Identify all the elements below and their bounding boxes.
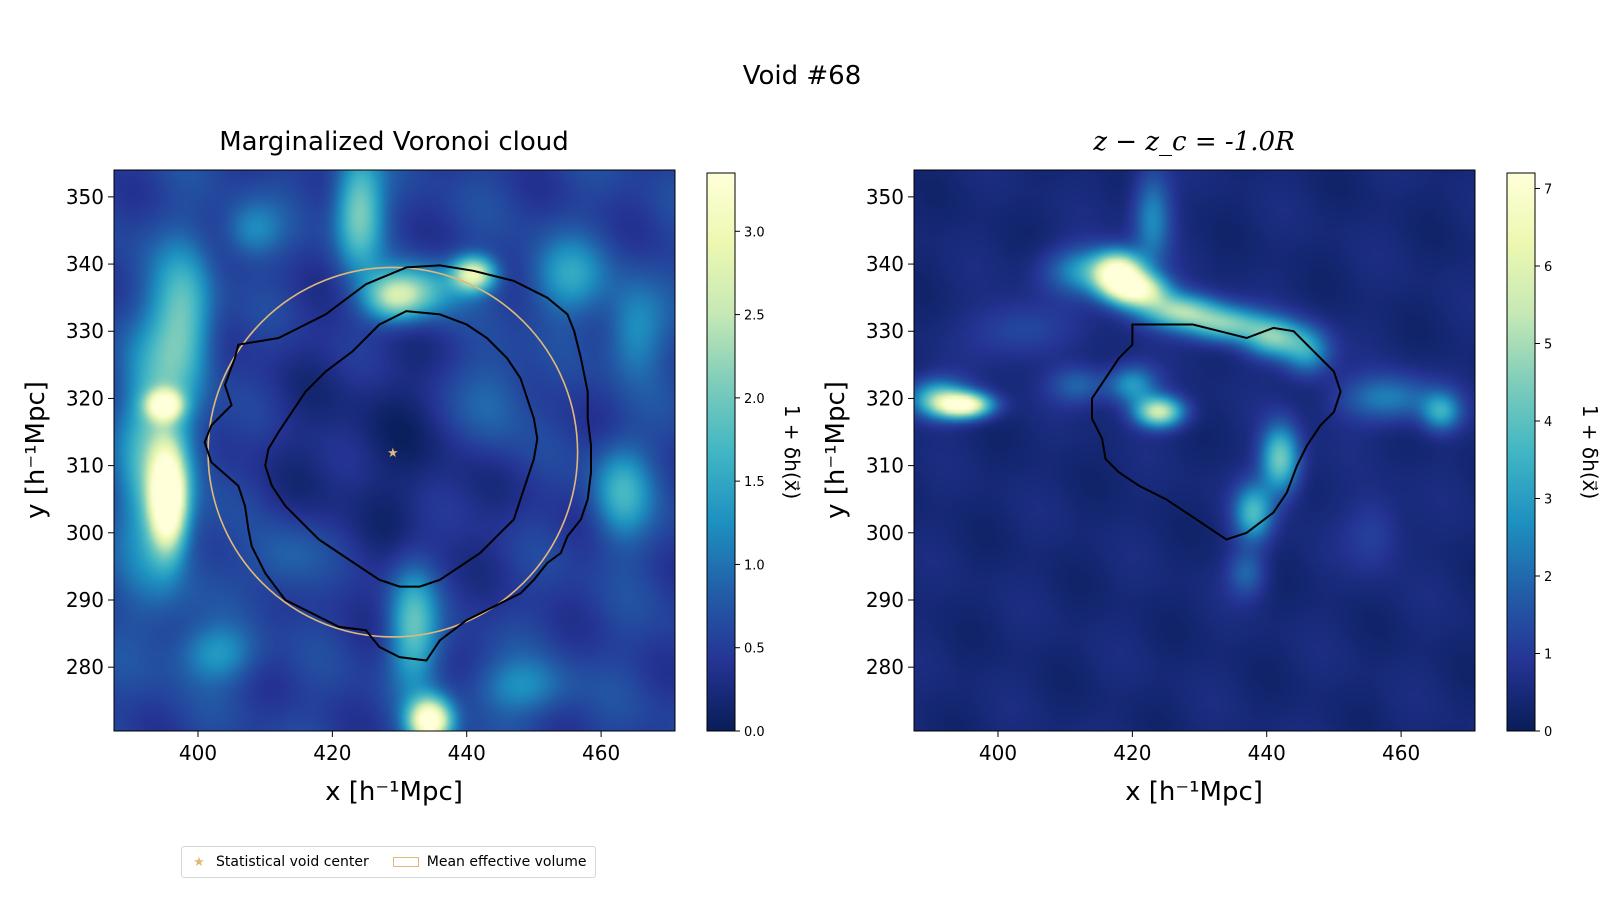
y-tick-label: 290 <box>66 588 104 612</box>
x-tick-label: 420 <box>313 741 351 765</box>
colorbar-tick-label: 0.0 <box>744 725 765 740</box>
plot-frame-1 <box>913 169 1476 732</box>
colorbar-tick-label: 2.5 <box>744 309 765 324</box>
colorbar-tick-label: 4 <box>1544 415 1552 430</box>
colorbar-tick-label: 6 <box>1544 260 1552 275</box>
legend-label-effective-volume: Mean effective volume <box>426 854 587 870</box>
colorbar-tick-label: 1 <box>1544 648 1552 663</box>
colorbar-tick-label: 5 <box>1544 338 1552 353</box>
y-tick-label: 330 <box>66 319 104 343</box>
colorbar-tick-label: 1.5 <box>744 475 765 490</box>
y-tick-label: 350 <box>66 185 104 209</box>
y-tick-label: 310 <box>66 454 104 478</box>
x-tick-label: 400 <box>179 741 217 765</box>
legend-item-effective-volume: Mean effective volume <box>387 854 587 870</box>
colorbar-1 <box>1506 172 1536 732</box>
y-tick-label: 340 <box>866 252 904 276</box>
colorbar-0 <box>706 172 736 732</box>
legend-item-void-center: ★ Statistical void center <box>188 854 369 870</box>
y-tick-label: 280 <box>66 655 104 679</box>
void-inner-contour <box>264 310 539 588</box>
y-tick-label: 290 <box>866 588 904 612</box>
colorbar-tick-label: 3.0 <box>744 225 765 240</box>
void-slice-contour <box>1091 323 1342 541</box>
y-tick-label: 310 <box>866 454 904 478</box>
x-tick-label: 420 <box>1113 741 1151 765</box>
y-tick-label: 300 <box>66 521 104 545</box>
panel-title-1: z − z_c = -1.0R <box>1092 127 1294 157</box>
x-axis-label-1: x [h⁻¹Mpc] <box>1125 777 1263 807</box>
star-icon: ★ <box>193 854 205 870</box>
void-outer-contour <box>203 264 592 662</box>
y-tick-label: 330 <box>866 319 904 343</box>
colorbar-tick-label: 0 <box>1544 725 1552 740</box>
colorbar-label-1: 1 + δh(x⃗) <box>1578 405 1600 500</box>
y-tick-label: 320 <box>866 386 904 410</box>
y-tick-label: 340 <box>66 252 104 276</box>
x-axis-label-0: x [h⁻¹Mpc] <box>325 777 463 807</box>
x-tick-label: 400 <box>979 741 1017 765</box>
figure-suptitle: Void #68 <box>743 61 862 91</box>
colorbar-tick-label: 2.0 <box>744 392 765 407</box>
colorbar-tick-label: 2 <box>1544 570 1552 585</box>
density-heatmap-1 <box>914 170 1475 731</box>
x-tick-label: 460 <box>582 741 620 765</box>
x-tick-label: 440 <box>448 741 486 765</box>
x-tick-label: 460 <box>1382 741 1420 765</box>
y-axis-label-1: y [h⁻¹Mpc] <box>821 381 851 519</box>
colorbar-tick-label: 0.5 <box>744 642 765 657</box>
colorbar-tick-label: 3 <box>1544 493 1552 508</box>
y-axis-label-0: y [h⁻¹Mpc] <box>21 381 51 519</box>
y-tick-label: 280 <box>866 655 904 679</box>
panel-slice: z − z_c = -1.0R 400 420 440 460 28029030031… <box>821 127 1600 807</box>
colorbar-tick-label: 7 <box>1544 183 1552 198</box>
panel-marginalized: Marginalized Voronoi cloud ★ 400 420 440 46… <box>21 127 804 807</box>
legend: ★ Statistical void center Mean effective… <box>181 846 596 878</box>
legend-label-void-center: Statistical void center <box>216 854 369 870</box>
circle-patch-icon <box>392 857 419 867</box>
y-tick-label: 300 <box>866 521 904 545</box>
panel-title-0: Marginalized Voronoi cloud <box>219 127 569 157</box>
void-center-star: ★ <box>387 446 399 461</box>
y-tick-label: 320 <box>66 386 104 410</box>
colorbar-tick-label: 1.0 <box>744 558 765 573</box>
plot-frame-0 <box>113 169 676 732</box>
colorbar-label-0: 1 + δh(x⃗) <box>780 405 804 500</box>
x-tick-label: 440 <box>1248 741 1286 765</box>
y-tick-label: 350 <box>866 185 904 209</box>
